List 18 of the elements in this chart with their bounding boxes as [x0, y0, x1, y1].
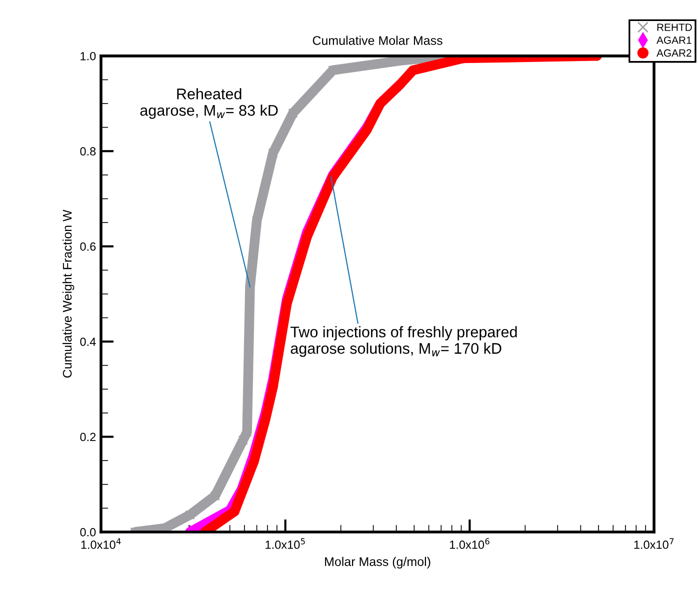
- y-tick-label: 0.6: [80, 242, 96, 251]
- y-tick-label: 0.4: [80, 338, 96, 346]
- y-tick-label: 1.0: [80, 52, 96, 60]
- y-tick-label: 0.8: [80, 147, 96, 156]
- x-tick-label: 1.0x10$^{7}$: [634, 538, 674, 549]
- y-tick-label: 0.2: [80, 432, 96, 442]
- legend-label: REHTD: [657, 24, 692, 31]
- x-tick-label: 1.0x10$^{5}$: [266, 538, 305, 549]
- legend-label: AGAR1: [656, 36, 692, 44]
- y-tick-label: 0.0: [80, 528, 96, 536]
- chart-title: Cumulative Molar Mass: [312, 36, 442, 45]
- x-tick-label: 1.0x10$^{4}$: [81, 538, 121, 549]
- annotation: Reheated agarose, M$_{w}$= 83 kD: [140, 88, 278, 119]
- y-axis-title: Cumulative Weight Fraction W: [62, 210, 74, 378]
- x-axis-title: Molar Mass (g/mol): [325, 556, 430, 569]
- annotation: Two injections of freshly prepared agarose solutions, M$_{w}$= 170 kD: [290, 326, 517, 357]
- x-tick-label: 1.0x10$^{6}$: [450, 538, 490, 549]
- legend-label: AGAR2: [656, 49, 692, 57]
